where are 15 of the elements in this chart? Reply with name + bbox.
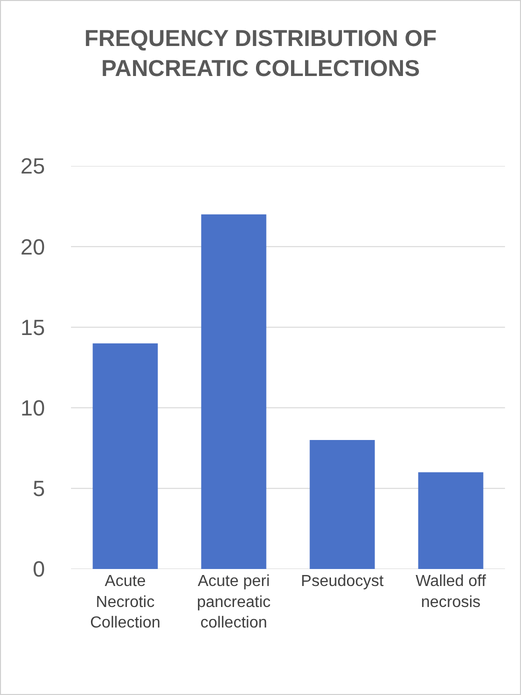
y-tick-label: 15 — [20, 314, 45, 340]
bar — [310, 440, 375, 569]
y-tick-label: 25 — [20, 154, 45, 179]
y-tick-label: 5 — [32, 476, 45, 502]
y-tick-label: 10 — [20, 396, 45, 420]
x-tick-label: Pseudocyst — [300, 573, 384, 590]
x-tick-label: Acute Necrotic Collection — [90, 573, 160, 632]
x-tick-label: Walled off necrosis — [416, 573, 486, 611]
chart-title: FREQUENCY DISTRIBUTION OF PANCREATIC COLLECTIONS — [84, 25, 437, 81]
x-tick-label: Acute peri pancreatic collection — [196, 573, 271, 632]
bar — [201, 214, 266, 569]
y-tick-label: 20 — [20, 234, 45, 260]
bar — [418, 472, 484, 569]
y-tick-label: 0 — [32, 556, 45, 582]
bar — [92, 343, 158, 569]
